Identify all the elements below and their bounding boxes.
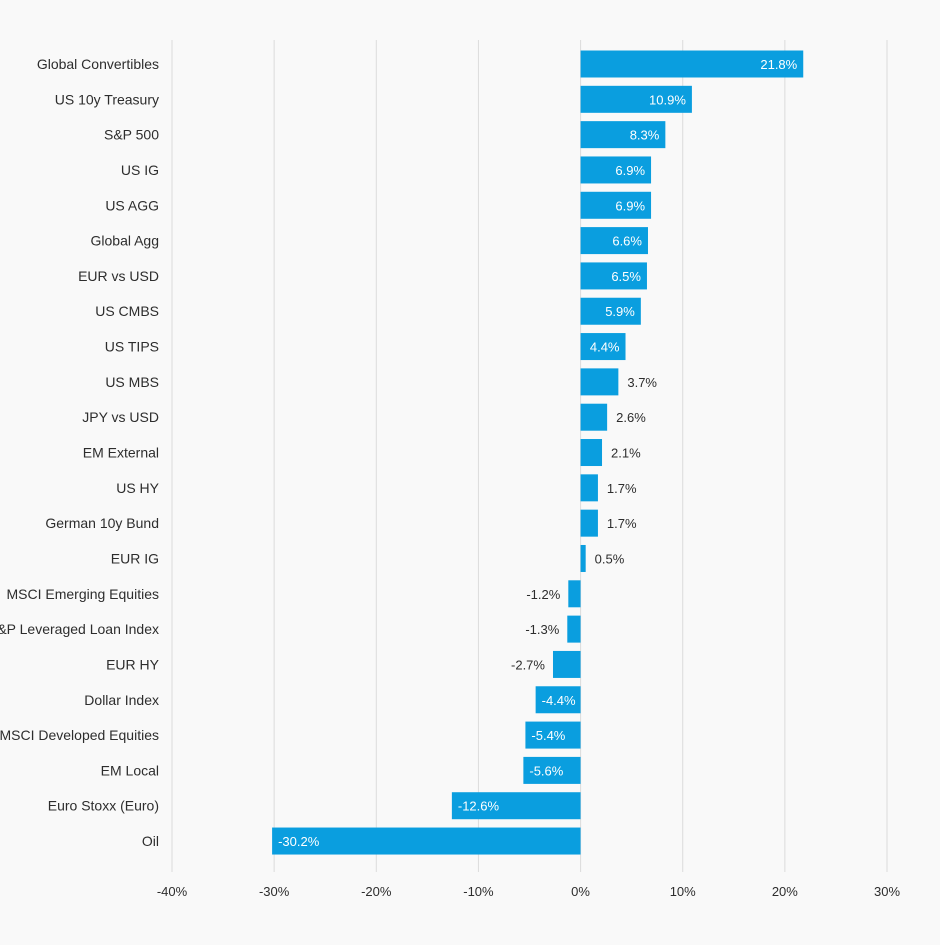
data-label: -4.4% <box>542 693 576 708</box>
x-tick-label: 0% <box>571 884 590 899</box>
category-label: US HY <box>116 480 159 496</box>
category-label: US AGG <box>105 197 159 213</box>
bars <box>272 50 804 855</box>
category-label: EM Local <box>101 762 159 778</box>
bar <box>552 650 581 678</box>
category-label: Global Agg <box>91 233 160 249</box>
data-label: 2.6% <box>616 410 646 425</box>
data-label: 6.9% <box>615 198 645 213</box>
bar <box>580 439 603 467</box>
category-label: S&P 500 <box>104 127 159 143</box>
category-label: EM External <box>83 445 159 461</box>
bar <box>580 333 626 361</box>
bar <box>580 509 598 537</box>
bar <box>580 403 608 431</box>
x-tick-label: -20% <box>361 884 392 899</box>
data-label: -5.6% <box>529 763 563 778</box>
bar <box>580 368 619 396</box>
category-label: US TIPS <box>105 339 159 355</box>
bar <box>580 474 598 502</box>
data-label: 4.4% <box>590 340 620 355</box>
data-label: 3.7% <box>627 375 657 390</box>
data-label: 2.1% <box>611 446 641 461</box>
category-label: MSCI Emerging Equities <box>6 586 159 602</box>
data-label: -30.2% <box>278 834 320 849</box>
category-label: JPY vs USD <box>82 409 159 425</box>
bar <box>567 615 581 643</box>
data-label: 6.6% <box>612 234 642 249</box>
data-label: 1.7% <box>607 516 637 531</box>
category-label: Dollar Index <box>84 692 159 708</box>
category-label: Oil <box>142 833 159 849</box>
data-label: -12.6% <box>458 799 500 814</box>
data-label: 1.7% <box>607 481 637 496</box>
x-tick-label: -10% <box>463 884 494 899</box>
category-label: US MBS <box>105 374 159 390</box>
data-label: -5.4% <box>531 728 565 743</box>
category-label: German 10y Bund <box>45 515 159 531</box>
category-label: EUR HY <box>106 656 160 672</box>
category-label: S&P Leveraged Loan Index <box>0 621 159 637</box>
x-tick-label: -40% <box>157 884 188 899</box>
bar <box>525 721 581 749</box>
bar <box>580 262 647 290</box>
data-label: 5.9% <box>605 304 635 319</box>
bar <box>580 121 666 149</box>
category-label: EUR IG <box>111 550 159 566</box>
bar <box>535 686 581 714</box>
data-label: 0.5% <box>595 551 625 566</box>
data-label: 8.3% <box>630 128 660 143</box>
data-label: 21.8% <box>760 57 797 72</box>
x-tick-label: 30% <box>874 884 900 899</box>
bar <box>580 227 648 255</box>
data-label: -1.2% <box>526 587 560 602</box>
data-label: 10.9% <box>649 92 686 107</box>
x-axis-ticks: -40% -30% -20% -10% 0% 10% 20% 30% <box>157 884 901 899</box>
bar <box>272 827 581 855</box>
bar <box>580 50 804 78</box>
x-tick-label: 10% <box>670 884 696 899</box>
category-labels: Global Convertibles US 10y Treasury S&P 50… <box>0 56 160 849</box>
bar <box>451 792 581 820</box>
category-label: US CMBS <box>95 303 159 319</box>
x-tick-label: 20% <box>772 884 798 899</box>
category-label: Global Convertibles <box>37 56 159 72</box>
bar <box>568 580 581 608</box>
category-label: US 10y Treasury <box>55 91 159 107</box>
data-label: 6.5% <box>611 269 641 284</box>
data-label: 6.9% <box>615 163 645 178</box>
bar <box>523 756 581 784</box>
data-label: -1.3% <box>525 622 559 637</box>
category-label: US IG <box>121 162 159 178</box>
value-labels: 21.8% 10.9% 8.3% 6.9% 6.9% 6.6% 6.5% 5.9% 4.4% 3.… <box>278 57 798 849</box>
bar <box>580 156 652 184</box>
bar <box>580 85 692 113</box>
x-tick-label: -30% <box>259 884 290 899</box>
bar <box>580 297 641 325</box>
category-label: MSCI Developed Equities <box>0 727 159 743</box>
data-label: -2.7% <box>511 657 545 672</box>
category-label: Euro Stoxx (Euro) <box>48 798 159 814</box>
bar <box>580 191 652 219</box>
category-label: EUR vs USD <box>78 268 159 284</box>
bar <box>580 544 586 572</box>
